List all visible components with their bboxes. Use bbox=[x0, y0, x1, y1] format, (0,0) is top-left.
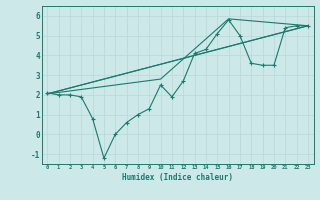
X-axis label: Humidex (Indice chaleur): Humidex (Indice chaleur) bbox=[122, 173, 233, 182]
